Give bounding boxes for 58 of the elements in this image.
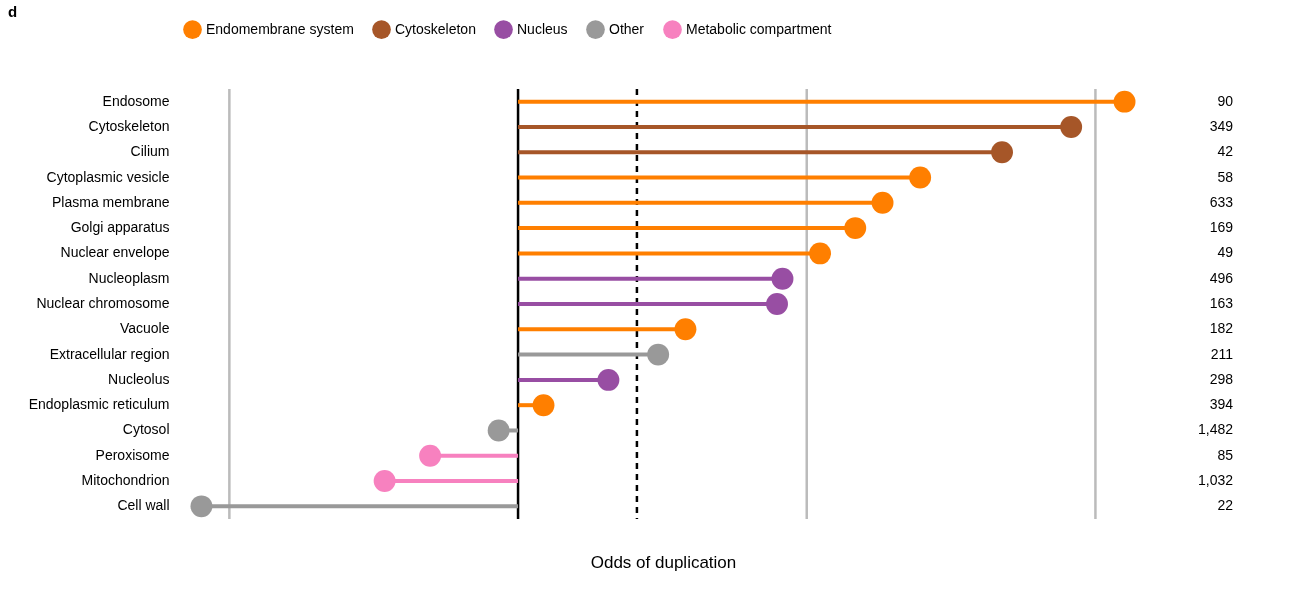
point — [419, 444, 442, 467]
y-tick-label: Cytoplasmic vesicle — [46, 168, 170, 185]
y-tick-label: Nucleolus — [108, 370, 170, 387]
point — [766, 293, 788, 315]
y-tick-label: Nucleoplasm — [88, 269, 170, 286]
y-tick-label: Cell wall — [117, 497, 170, 514]
point — [809, 242, 832, 265]
text: 49 — [1217, 244, 1234, 261]
legend-label: Cytoskeleton — [395, 20, 476, 37]
legend-label: Nucleus — [517, 20, 568, 37]
y-tick-label: Cytoskeleton — [88, 117, 170, 134]
point — [532, 394, 555, 417]
text: d — [8, 3, 18, 20]
point — [674, 318, 697, 341]
y-tick-label: Endoplasmic reticulum — [28, 396, 170, 413]
x-axis-title: Odds of duplication — [590, 552, 737, 572]
text: 211 — [1210, 345, 1234, 362]
y-tick-label: Nuclear chromosome — [36, 295, 170, 311]
point — [1060, 116, 1083, 138]
y-tick-label: Mitochondrion — [81, 472, 170, 489]
point — [647, 343, 670, 366]
legend-label: Endomembrane system — [206, 20, 354, 37]
text: 298 — [1209, 370, 1234, 387]
text: 42 — [1217, 143, 1234, 160]
text: 1,032 — [1197, 472, 1234, 489]
point — [991, 141, 1013, 164]
y-tick-label: Cilium — [130, 143, 170, 160]
point — [597, 368, 620, 391]
y-tick-label: Peroxisome — [95, 446, 170, 463]
point — [909, 166, 932, 189]
text: 394 — [1209, 396, 1234, 413]
y-tick-label: Golgi apparatus — [70, 219, 170, 236]
legend-label: Metabolic compartment — [686, 20, 832, 37]
legend-label: Other — [609, 20, 645, 37]
text: 349 — [1209, 117, 1234, 134]
text: 182 — [1209, 320, 1234, 337]
text: 22 — [1217, 497, 1234, 514]
point — [1113, 90, 1136, 113]
y-tick-label: Plasma membrane — [52, 193, 170, 210]
text: 58 — [1217, 168, 1234, 185]
point — [487, 419, 510, 442]
point — [844, 217, 867, 240]
point — [190, 495, 213, 518]
text: 85 — [1217, 446, 1234, 463]
text: 496 — [1209, 269, 1234, 286]
text: 633 — [1209, 193, 1234, 210]
point — [373, 470, 396, 492]
y-tick-label: Vacuole — [119, 320, 170, 337]
point — [871, 191, 894, 214]
text: 1,482 — [1197, 421, 1234, 438]
text: 90 — [1217, 92, 1234, 109]
y-tick-label: Cytosol — [122, 421, 170, 438]
y-tick-label: Extracellular region — [49, 345, 170, 362]
y-tick-label: Endosome — [102, 92, 170, 109]
text: 163 — [1209, 295, 1234, 311]
text: 169 — [1209, 219, 1234, 236]
y-tick-label: Nuclear envelope — [60, 244, 170, 261]
point — [771, 267, 794, 290]
